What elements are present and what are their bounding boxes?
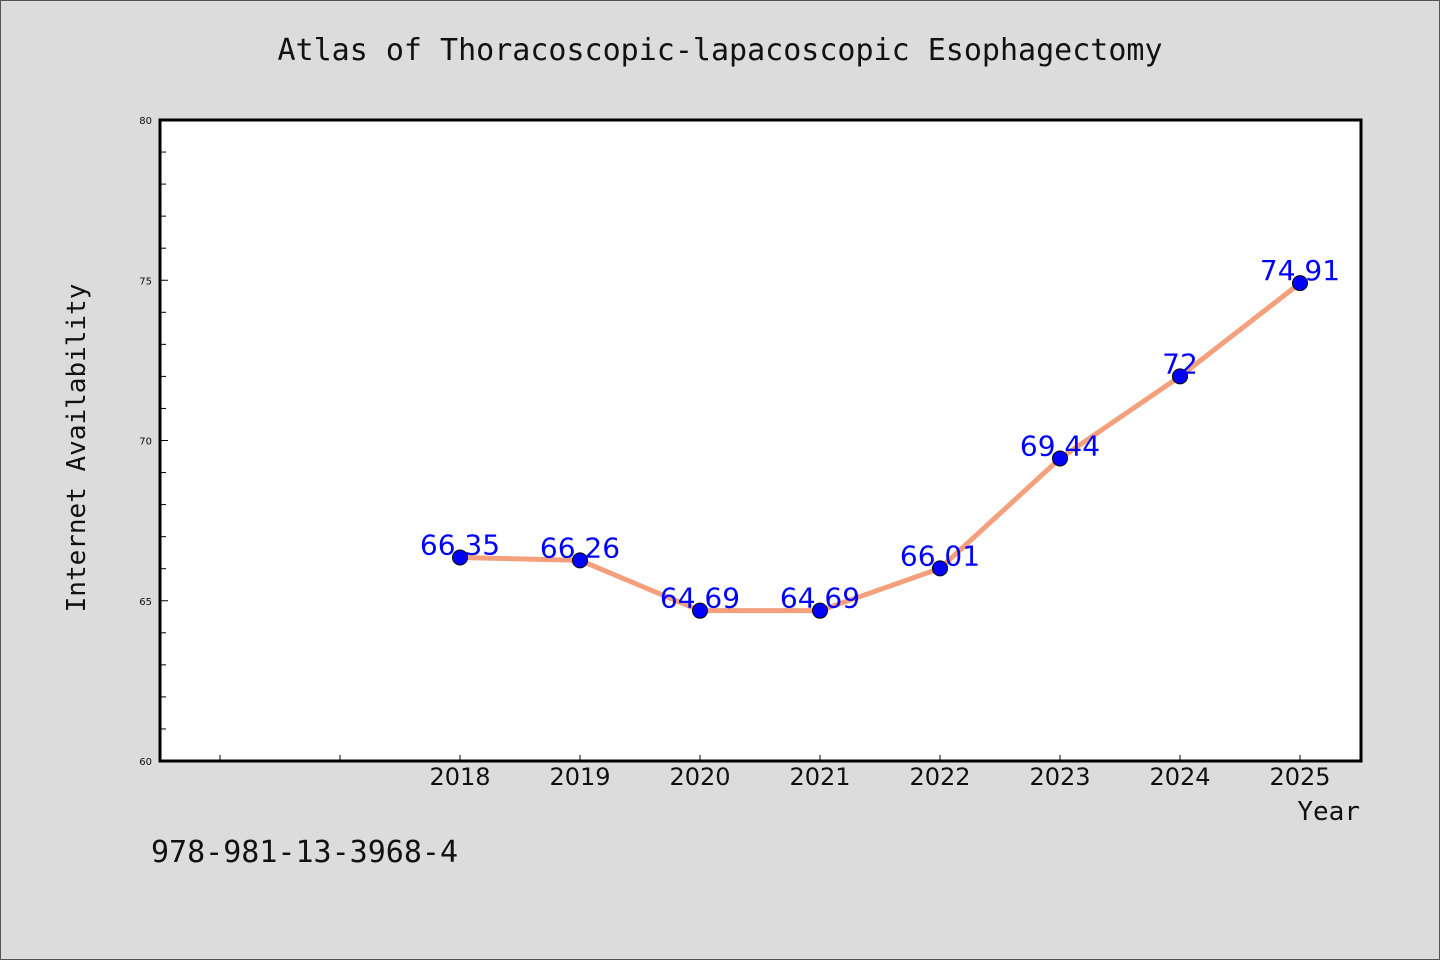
y-tick-label: 65 bbox=[139, 597, 152, 608]
x-tick-label: 2018 bbox=[429, 763, 490, 791]
x-tick-label: 2020 bbox=[669, 763, 730, 791]
data-label: 74.91 bbox=[1260, 254, 1340, 287]
data-label: 69.44 bbox=[1020, 429, 1100, 462]
data-label: 64.69 bbox=[780, 582, 860, 615]
x-tick-label: 2025 bbox=[1269, 763, 1330, 791]
data-point bbox=[812, 602, 828, 619]
x-axis: 2018 2019 2020 2021 2022 2023 2024 2025 bbox=[219, 755, 1331, 791]
data-label: 66.01 bbox=[900, 539, 980, 572]
data-point bbox=[1052, 450, 1068, 467]
series-line bbox=[457, 280, 1303, 614]
data-label: 64.69 bbox=[660, 582, 740, 615]
data-label: 66.35 bbox=[420, 528, 500, 561]
y-tick-label: 80 bbox=[139, 116, 152, 127]
x-tick-label: 2024 bbox=[1149, 763, 1210, 791]
data-labels: 66.35 66.26 64.69 64.69 66.01 69.44 72 74.91 bbox=[420, 254, 1340, 615]
data-point bbox=[1172, 368, 1188, 385]
data-point bbox=[572, 552, 588, 569]
data-point bbox=[452, 549, 468, 566]
isbn-text: 978-981-13-3968-4 bbox=[151, 835, 459, 870]
x-tick-label: 2022 bbox=[909, 763, 970, 791]
data-markers bbox=[452, 275, 1308, 619]
data-label: 72 bbox=[1162, 347, 1198, 380]
x-tick-label: 2021 bbox=[789, 763, 850, 791]
data-point bbox=[932, 560, 948, 577]
x-tick-label: 2023 bbox=[1029, 763, 1090, 791]
x-axis-label: Year bbox=[1297, 797, 1360, 827]
data-point bbox=[1292, 275, 1308, 292]
plot-area bbox=[158, 118, 1363, 763]
x-tick-label: 2019 bbox=[549, 763, 610, 791]
data-label: 66.26 bbox=[540, 531, 620, 564]
y-tick-label: 60 bbox=[139, 757, 152, 768]
y-axis-label: Internet Availability bbox=[62, 284, 92, 613]
y-tick-label: 75 bbox=[139, 276, 152, 287]
data-point bbox=[692, 602, 708, 619]
y-tick-label: 70 bbox=[139, 437, 152, 448]
chart-title: Atlas of Thoracoscopic-lapacoscopic Esop… bbox=[277, 33, 1163, 68]
y-axis: 60 65 70 75 80 bbox=[139, 116, 168, 768]
